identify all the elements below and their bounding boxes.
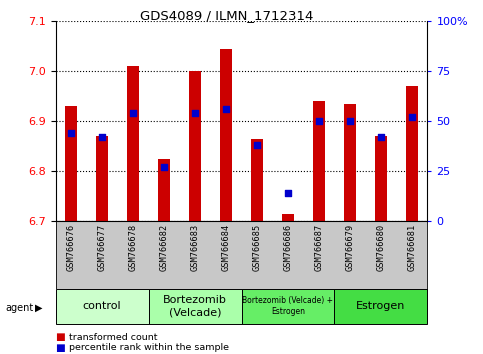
Text: GSM766687: GSM766687: [314, 223, 324, 270]
Point: [67, 130, 75, 136]
Bar: [282, 214, 294, 221]
Text: agent: agent: [6, 303, 34, 313]
FancyBboxPatch shape: [56, 289, 149, 324]
Bar: [344, 104, 356, 221]
Point: [284, 190, 292, 196]
Text: GSM766682: GSM766682: [159, 223, 169, 270]
Bar: [406, 86, 418, 221]
Text: GSM766685: GSM766685: [253, 223, 261, 270]
Text: percentile rank within the sample: percentile rank within the sample: [69, 343, 229, 352]
FancyBboxPatch shape: [334, 289, 427, 324]
Text: Estrogen: Estrogen: [356, 301, 406, 311]
Text: ▶: ▶: [35, 303, 43, 313]
Bar: [96, 136, 108, 221]
Point: [346, 118, 354, 124]
Point: [377, 135, 385, 140]
Point: [129, 110, 137, 116]
Text: Bortezomib (Velcade) +
Estrogen: Bortezomib (Velcade) + Estrogen: [242, 296, 333, 316]
Point: [253, 142, 261, 148]
FancyBboxPatch shape: [242, 289, 334, 324]
Bar: [158, 159, 170, 221]
Text: GSM766686: GSM766686: [284, 223, 293, 270]
Text: GSM766681: GSM766681: [408, 223, 416, 270]
Bar: [127, 66, 139, 221]
Text: GSM766684: GSM766684: [222, 223, 230, 270]
Point: [315, 118, 323, 124]
Text: GSM766676: GSM766676: [67, 223, 75, 270]
Bar: [65, 106, 77, 221]
Point: [160, 164, 168, 170]
Point: [408, 114, 416, 120]
Text: GSM766679: GSM766679: [345, 223, 355, 270]
Bar: [189, 71, 201, 221]
Bar: [313, 101, 325, 221]
Bar: [251, 139, 263, 221]
FancyBboxPatch shape: [149, 289, 242, 324]
Point: [191, 110, 199, 116]
Text: ■: ■: [56, 332, 65, 342]
Point: [222, 107, 230, 112]
Text: Bortezomib
(Velcade): Bortezomib (Velcade): [163, 295, 227, 318]
Text: control: control: [83, 301, 121, 311]
Bar: [220, 49, 232, 221]
Text: GSM766678: GSM766678: [128, 223, 138, 270]
Text: GSM766683: GSM766683: [190, 223, 199, 270]
Text: GSM766680: GSM766680: [376, 223, 385, 270]
Bar: [375, 136, 387, 221]
Point: [98, 135, 106, 140]
Text: GSM766677: GSM766677: [98, 223, 107, 270]
Text: ■: ■: [56, 343, 65, 353]
Text: GDS4089 / ILMN_1712314: GDS4089 / ILMN_1712314: [141, 9, 313, 22]
Text: transformed count: transformed count: [69, 332, 157, 342]
